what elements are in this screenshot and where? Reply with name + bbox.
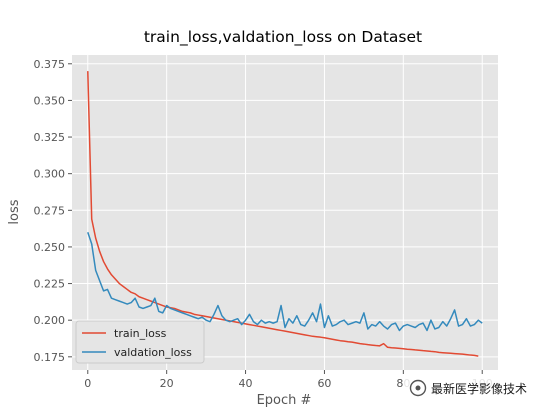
y-tick-label: 0.375 <box>34 58 66 71</box>
y-tick-label: 0.275 <box>34 204 66 217</box>
legend: train_loss valdation_loss <box>75 320 205 364</box>
series-lines <box>87 71 483 357</box>
y-tick-label: 0.175 <box>34 351 66 364</box>
watermark-text: 最新医学影像技术 <box>431 381 527 396</box>
wechat-icon <box>409 379 427 397</box>
y-tick-label: 0.200 <box>34 314 66 327</box>
x-tick-label: 20 <box>160 377 174 390</box>
legend-box <box>75 320 205 364</box>
series-line-valdation-loss <box>87 232 483 332</box>
x-axis-label: Epoch # <box>257 393 312 408</box>
x-tick-label: 60 <box>317 377 331 390</box>
legend-label-train: train_loss <box>114 327 167 340</box>
y-tick-label: 0.300 <box>34 168 66 181</box>
watermark: 最新医学影像技术 <box>404 374 550 402</box>
y-tick-label: 0.325 <box>34 131 66 144</box>
chart-title: train_loss,valdation_loss on Dataset <box>144 28 422 47</box>
y-axis-label: loss <box>7 199 22 224</box>
y-tick-label: 0.250 <box>34 241 66 254</box>
y-tick-label: 0.350 <box>34 94 66 107</box>
legend-label-validation: valdation_loss <box>114 346 192 359</box>
x-tick-label: 0 <box>84 377 91 390</box>
watermark-bg <box>404 374 550 402</box>
x-tick-label: 40 <box>239 377 253 390</box>
y-tick-label: 0.225 <box>34 278 66 291</box>
plot-area <box>72 55 498 370</box>
grid-lines <box>72 55 498 370</box>
tick-labels: 0.175 0.200 0.225 0.250 0.275 0.300 0.325 0.350… <box>34 58 493 390</box>
